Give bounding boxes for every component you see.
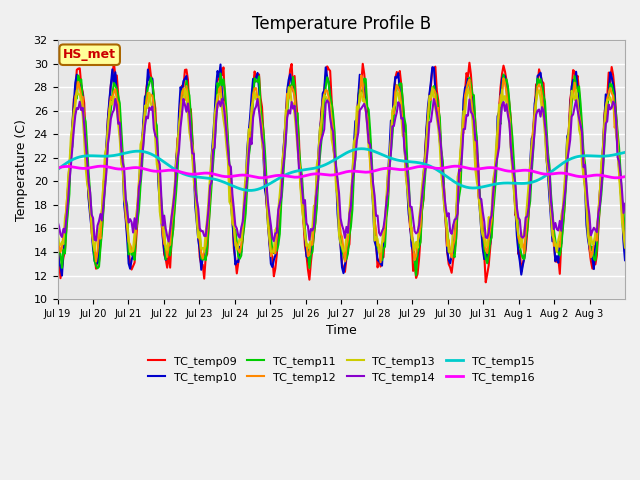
- TC_temp16: [544, 171, 552, 177]
- TC_temp10: [621, 257, 629, 263]
- TC_temp16: [452, 163, 460, 169]
- TC_temp13: [126, 249, 134, 255]
- TC_temp12: [620, 227, 627, 232]
- TC_temp16: [346, 168, 353, 174]
- TC_temp13: [461, 112, 469, 118]
- Text: HS_met: HS_met: [63, 48, 116, 61]
- TC_temp11: [461, 100, 469, 106]
- Line: TC_temp11: TC_temp11: [58, 73, 625, 276]
- TC_temp11: [545, 163, 553, 168]
- TC_temp10: [74, 80, 82, 86]
- TC_temp13: [73, 87, 81, 93]
- TC_temp13: [621, 245, 629, 251]
- TC_temp14: [165, 239, 173, 244]
- TC_temp13: [545, 184, 553, 190]
- TC_temp09: [91, 251, 99, 257]
- X-axis label: Time: Time: [326, 324, 356, 337]
- TC_temp16: [612, 175, 620, 180]
- Line: TC_temp15: TC_temp15: [58, 149, 625, 191]
- TC_temp09: [482, 279, 490, 285]
- TC_temp10: [461, 85, 469, 91]
- TC_temp16: [91, 164, 99, 170]
- TC_temp12: [91, 244, 99, 250]
- TC_temp09: [347, 207, 355, 213]
- Line: TC_temp09: TC_temp09: [58, 62, 625, 282]
- TC_temp13: [91, 248, 99, 254]
- TC_temp16: [620, 174, 627, 180]
- TC_temp11: [73, 96, 81, 101]
- TC_temp15: [620, 150, 627, 156]
- TC_temp12: [357, 72, 365, 78]
- TC_temp14: [620, 210, 627, 216]
- Y-axis label: Temperature (C): Temperature (C): [15, 119, 28, 220]
- TC_temp14: [111, 96, 119, 102]
- TC_temp16: [621, 174, 629, 180]
- Legend: TC_temp09, TC_temp10, TC_temp11, TC_temp12, TC_temp13, TC_temp14, TC_temp15, TC_: TC_temp09, TC_temp10, TC_temp11, TC_temp…: [143, 351, 539, 387]
- TC_temp11: [412, 273, 420, 278]
- TC_temp11: [620, 207, 627, 213]
- TC_temp14: [54, 218, 61, 224]
- TC_temp12: [377, 259, 385, 265]
- TC_temp10: [217, 61, 225, 67]
- TC_temp12: [54, 240, 61, 246]
- TC_temp11: [217, 71, 225, 76]
- TC_temp12: [621, 240, 629, 246]
- TC_temp16: [73, 165, 81, 170]
- TC_temp10: [92, 256, 100, 262]
- TC_temp09: [545, 174, 553, 180]
- TC_temp13: [285, 84, 292, 90]
- TC_temp15: [461, 184, 469, 190]
- TC_temp12: [545, 180, 553, 186]
- TC_temp14: [73, 105, 81, 111]
- TC_temp10: [545, 195, 553, 201]
- TC_temp14: [349, 178, 356, 183]
- TC_temp15: [621, 149, 629, 155]
- TC_temp15: [347, 148, 355, 154]
- TC_temp11: [91, 258, 99, 264]
- TC_temp10: [620, 240, 627, 245]
- TC_temp11: [54, 228, 61, 234]
- TC_temp10: [349, 174, 356, 180]
- TC_temp15: [357, 146, 365, 152]
- TC_temp15: [91, 153, 99, 159]
- TC_temp09: [73, 67, 81, 72]
- TC_temp14: [545, 168, 553, 173]
- TC_temp15: [545, 170, 553, 176]
- TC_temp12: [346, 214, 353, 219]
- Line: TC_temp16: TC_temp16: [58, 166, 625, 178]
- TC_temp13: [620, 231, 627, 237]
- Line: TC_temp12: TC_temp12: [58, 75, 625, 262]
- TC_temp11: [347, 224, 355, 229]
- TC_temp16: [460, 164, 467, 170]
- TC_temp09: [54, 240, 61, 246]
- Line: TC_temp14: TC_temp14: [58, 99, 625, 241]
- Title: Temperature Profile B: Temperature Profile B: [252, 15, 431, 33]
- TC_temp15: [73, 155, 81, 161]
- TC_temp09: [620, 233, 627, 239]
- TC_temp15: [246, 188, 254, 193]
- TC_temp13: [54, 227, 61, 233]
- TC_temp10: [54, 239, 61, 245]
- TC_temp12: [461, 93, 469, 99]
- TC_temp10: [58, 273, 66, 278]
- TC_temp14: [461, 126, 469, 132]
- TC_temp14: [621, 201, 629, 206]
- Line: TC_temp13: TC_temp13: [58, 87, 625, 252]
- TC_temp11: [621, 238, 629, 244]
- TC_temp15: [54, 167, 61, 172]
- TC_temp09: [621, 250, 629, 255]
- TC_temp09: [460, 115, 467, 120]
- TC_temp09: [110, 60, 118, 65]
- TC_temp13: [349, 173, 356, 179]
- Line: TC_temp10: TC_temp10: [58, 64, 625, 276]
- TC_temp12: [73, 89, 81, 95]
- TC_temp14: [91, 237, 99, 243]
- TC_temp16: [54, 165, 61, 171]
